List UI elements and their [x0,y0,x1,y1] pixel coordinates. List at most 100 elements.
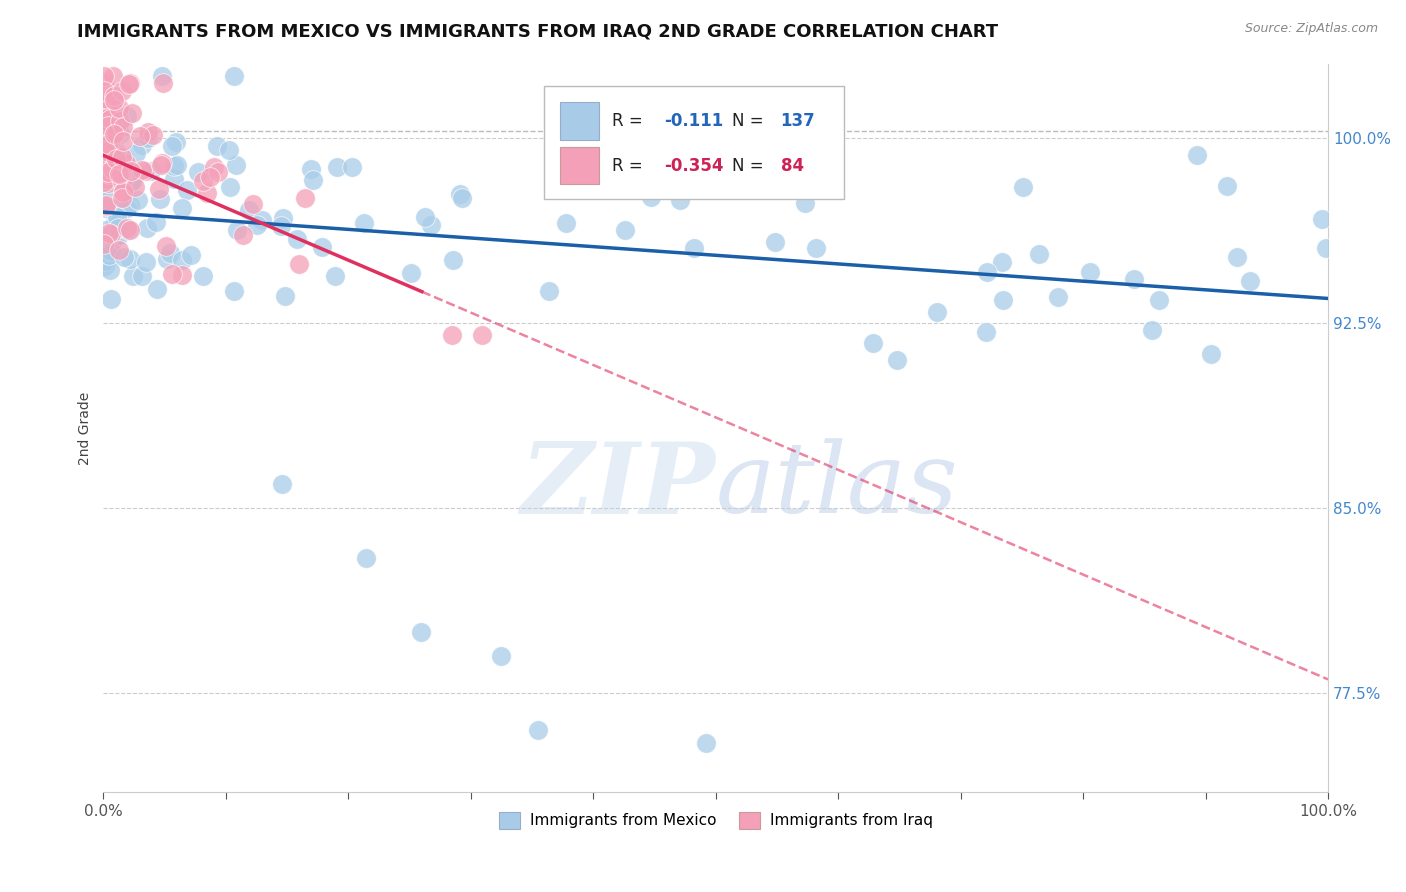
Point [94,172,117,186]
Point [120,164,142,178]
Point [159,245,181,260]
Point [166,158,188,172]
Point [98,263,121,277]
Y-axis label: 2nd Grade: 2nd Grade [79,392,93,465]
Point [180,248,202,262]
Point [1012,180,1035,194]
Point [301,173,323,187]
Point [1187,147,1209,161]
Point [441,328,464,343]
Point [105,166,128,180]
Point [94,125,117,139]
Point [134,163,156,178]
Point [100,227,122,242]
FancyBboxPatch shape [560,103,599,140]
Point [131,138,153,153]
Point [110,128,132,142]
Point [111,134,134,148]
Point [353,216,375,230]
Point [470,328,492,343]
Point [593,178,616,192]
Text: 84: 84 [780,156,804,175]
Text: -0.354: -0.354 [664,156,724,175]
Point [114,152,136,166]
FancyBboxPatch shape [560,146,599,185]
Point [124,180,146,194]
Point [172,201,194,215]
Point [288,257,311,271]
Point [131,162,153,177]
Point [222,70,245,84]
Point [165,135,187,149]
Point [111,150,134,164]
Point [323,268,346,283]
Point [176,183,198,197]
Point [195,186,218,200]
Point [94,198,117,212]
Point [131,268,153,283]
Point [326,160,349,174]
Point [100,110,122,124]
Point [149,192,172,206]
Text: N =: N = [731,112,769,130]
Point [148,182,170,196]
Point [98,248,121,262]
Point [100,292,122,306]
Point [111,185,134,199]
Point [105,145,128,159]
Point [104,125,127,139]
Point [145,215,167,229]
Text: N =: N = [731,156,769,175]
Text: 137: 137 [780,112,815,130]
Point [97,176,120,190]
Point [1140,323,1163,337]
Point [1122,272,1144,286]
Point [354,550,377,565]
Point [93,145,115,159]
Point [117,77,139,91]
Point [162,139,184,153]
Point [862,335,884,350]
Point [1199,347,1222,361]
Point [107,220,129,235]
Point [271,211,294,225]
Point [271,476,294,491]
Point [94,201,117,215]
Point [172,252,194,267]
Point [103,128,125,142]
Point [114,171,136,186]
Point [114,156,136,170]
Point [128,128,150,143]
Point [97,136,120,151]
Point [419,219,441,233]
Point [311,240,333,254]
Point [100,166,122,180]
Point [146,282,169,296]
Text: Source: ZipAtlas.com: Source: ZipAtlas.com [1244,22,1378,36]
Point [1315,241,1337,255]
Point [104,126,127,140]
Text: R =: R = [612,156,648,175]
Point [98,136,121,150]
Point [613,223,636,237]
Point [155,239,177,253]
Point [450,191,472,205]
Legend: Immigrants from Mexico, Immigrants from Iraq: Immigrants from Mexico, Immigrants from … [494,805,939,835]
Point [111,175,134,189]
Point [93,194,115,209]
Text: IMMIGRANTS FROM MEXICO VS IMMIGRANTS FROM IRAQ 2ND GRADE CORRELATION CHART: IMMIGRANTS FROM MEXICO VS IMMIGRANTS FRO… [77,22,998,40]
Point [242,197,264,211]
Point [142,128,165,142]
Point [1310,212,1333,227]
Point [94,168,117,182]
Point [94,103,117,117]
Point [115,109,138,123]
Point [96,145,118,160]
Point [94,254,117,268]
Point [127,193,149,207]
Point [245,219,267,233]
Point [97,157,120,171]
Point [225,222,247,236]
Point [232,228,254,243]
Point [96,158,118,172]
